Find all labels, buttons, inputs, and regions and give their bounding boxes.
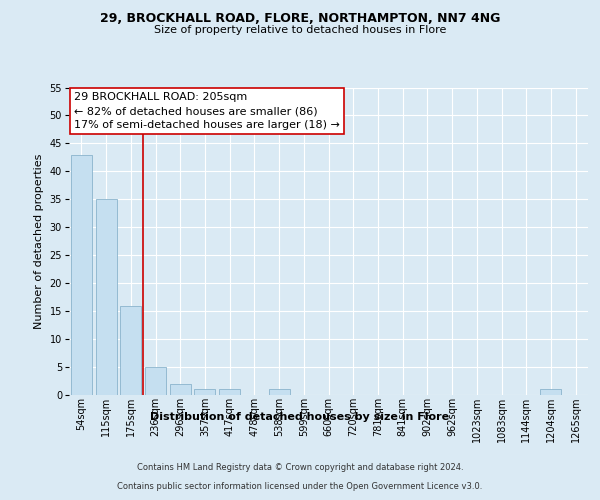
Bar — [71, 154, 92, 395]
Bar — [120, 306, 141, 395]
Text: Distribution of detached houses by size in Flore: Distribution of detached houses by size … — [151, 412, 449, 422]
Bar — [269, 390, 290, 395]
Bar — [145, 367, 166, 395]
Text: Contains HM Land Registry data © Crown copyright and database right 2024.: Contains HM Land Registry data © Crown c… — [137, 464, 463, 472]
Bar — [194, 390, 215, 395]
Bar — [170, 384, 191, 395]
Bar — [541, 390, 562, 395]
Text: 29, BROCKHALL ROAD, FLORE, NORTHAMPTON, NN7 4NG: 29, BROCKHALL ROAD, FLORE, NORTHAMPTON, … — [100, 12, 500, 26]
Bar — [95, 200, 116, 395]
Bar — [219, 390, 240, 395]
Y-axis label: Number of detached properties: Number of detached properties — [34, 154, 44, 329]
Text: Size of property relative to detached houses in Flore: Size of property relative to detached ho… — [154, 25, 446, 35]
Text: Contains public sector information licensed under the Open Government Licence v3: Contains public sector information licen… — [118, 482, 482, 491]
Text: 29 BROCKHALL ROAD: 205sqm
← 82% of detached houses are smaller (86)
17% of semi-: 29 BROCKHALL ROAD: 205sqm ← 82% of detac… — [74, 92, 340, 130]
